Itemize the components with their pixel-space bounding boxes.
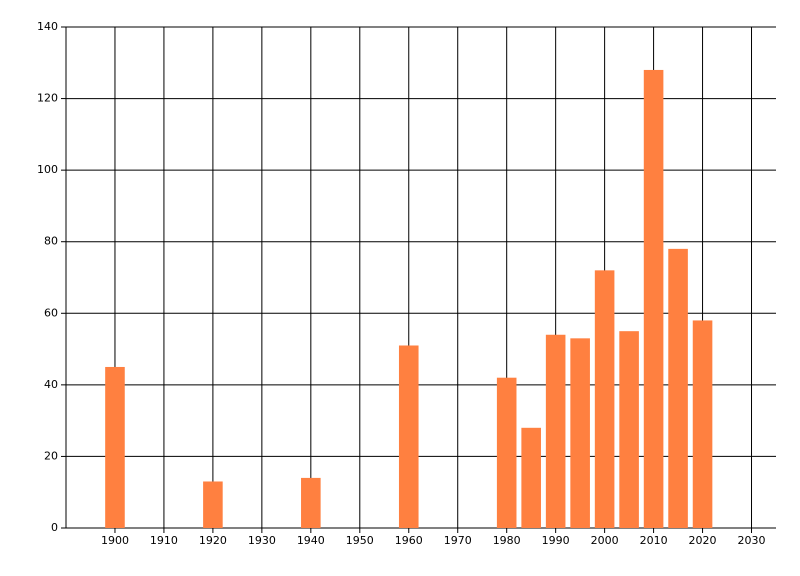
x-tick-label: 1970 xyxy=(444,534,472,547)
bar xyxy=(301,477,321,528)
bar xyxy=(105,366,125,528)
x-tick-label: 1910 xyxy=(150,534,178,547)
bar xyxy=(619,331,639,528)
x-tick-label: 1940 xyxy=(297,534,325,547)
y-tick-label: 20 xyxy=(44,449,58,462)
bar xyxy=(668,248,688,528)
bar xyxy=(643,69,664,528)
bar xyxy=(203,481,223,528)
bar xyxy=(594,270,615,528)
x-tick-label: 2000 xyxy=(591,534,619,547)
y-tick-label: 60 xyxy=(44,306,58,319)
x-tick-label: 2020 xyxy=(689,534,717,547)
bar xyxy=(570,338,590,528)
bar xyxy=(521,427,541,528)
x-tick-label: 1900 xyxy=(101,534,129,547)
x-tick-label: 1990 xyxy=(542,534,570,547)
x-tick-label: 1960 xyxy=(395,534,423,547)
y-tick-label: 80 xyxy=(44,235,58,248)
x-tick-label: 1920 xyxy=(199,534,227,547)
y-tick-label: 40 xyxy=(44,378,58,391)
x-tick-label: 2010 xyxy=(640,534,668,547)
x-tick-label: 1930 xyxy=(248,534,276,547)
bar xyxy=(398,345,419,528)
bar xyxy=(692,320,713,528)
x-tick-label: 1980 xyxy=(493,534,521,547)
x-tick-label: 1950 xyxy=(346,534,374,547)
bar xyxy=(496,377,517,528)
x-tick-label: 2030 xyxy=(738,534,766,547)
y-tick-label: 100 xyxy=(37,163,58,176)
bar xyxy=(545,334,566,528)
y-tick-label: 120 xyxy=(37,92,58,105)
y-tick-label: 140 xyxy=(37,20,58,33)
y-tick-label: 0 xyxy=(51,521,58,534)
